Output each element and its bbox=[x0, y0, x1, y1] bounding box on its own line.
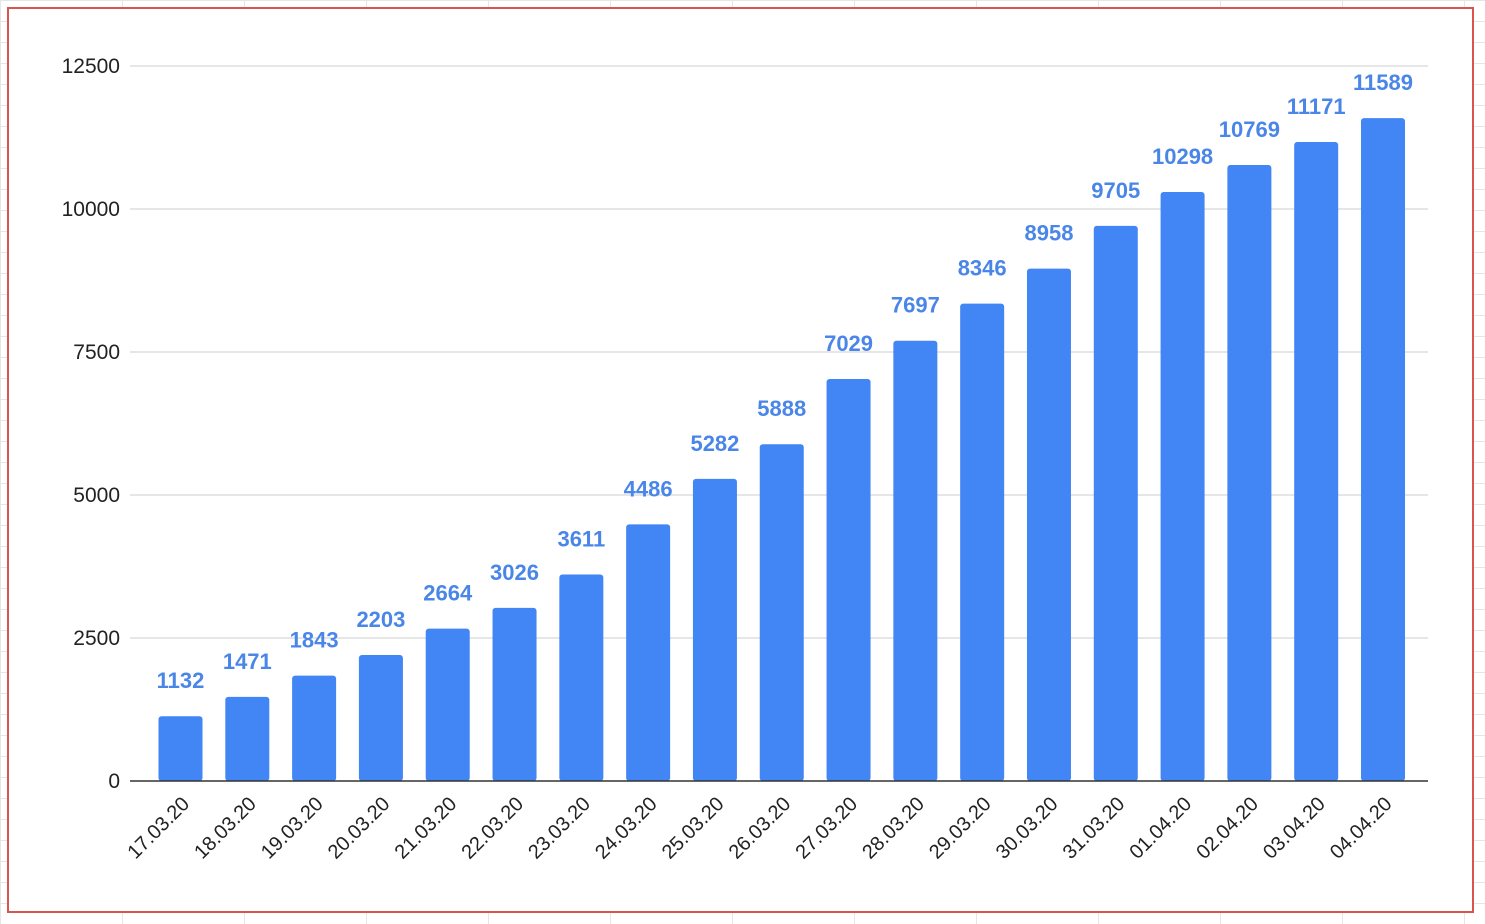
x-tick-label: 28.03.20 bbox=[858, 793, 929, 864]
bar bbox=[1026, 268, 1071, 781]
data-label: 1471 bbox=[223, 649, 272, 674]
bar bbox=[158, 716, 203, 781]
x-tick-label: 30.03.20 bbox=[992, 793, 1063, 864]
bar bbox=[358, 654, 403, 781]
y-tick-label: 2500 bbox=[73, 627, 120, 650]
x-tick-label: 26.03.20 bbox=[725, 793, 796, 864]
data-label: 3026 bbox=[490, 560, 539, 585]
data-label: 2664 bbox=[423, 581, 473, 606]
x-tick-label: 18.03.20 bbox=[190, 793, 261, 864]
y-axis-ticks: 0 2500 5000 7500 10000 12500 bbox=[62, 55, 120, 793]
bar bbox=[1093, 225, 1138, 781]
x-tick-label: 27.03.20 bbox=[791, 793, 862, 864]
x-tick-label: 23.03.20 bbox=[524, 793, 595, 864]
data-labels: 1132 1471 1843 2203 2664 3026 3611 4486 5282 5888… bbox=[157, 70, 1413, 693]
x-tick-label: 22.03.20 bbox=[457, 793, 528, 864]
x-tick-label: 25.03.20 bbox=[658, 793, 729, 864]
x-tick-label: 19.03.20 bbox=[257, 793, 328, 864]
y-tick-label: 5000 bbox=[73, 484, 120, 507]
bar bbox=[492, 607, 537, 781]
data-label: 7029 bbox=[824, 331, 873, 356]
data-label: 10298 bbox=[1152, 144, 1213, 169]
bar bbox=[893, 340, 938, 781]
data-label: 11589 bbox=[1353, 70, 1413, 95]
bar bbox=[292, 675, 337, 781]
x-tick-label: 21.03.20 bbox=[391, 793, 462, 864]
x-tick-label: 29.03.20 bbox=[925, 793, 996, 864]
data-label: 1132 bbox=[157, 668, 205, 693]
data-label: 5888 bbox=[757, 396, 806, 421]
data-label: 8346 bbox=[958, 256, 1007, 281]
data-label: 5282 bbox=[690, 431, 739, 456]
bar bbox=[1227, 165, 1272, 782]
y-tick-label: 12500 bbox=[62, 55, 120, 78]
data-label: 4486 bbox=[624, 476, 673, 501]
bars bbox=[158, 118, 1405, 782]
data-label: 8958 bbox=[1024, 221, 1073, 246]
x-tick-label: 17.03.20 bbox=[123, 793, 194, 864]
bar bbox=[425, 628, 470, 781]
bar bbox=[1361, 118, 1405, 782]
y-tick-label: 0 bbox=[108, 770, 120, 793]
bar bbox=[225, 696, 270, 781]
data-label: 9705 bbox=[1091, 178, 1140, 203]
bar bbox=[960, 303, 1005, 781]
bar bbox=[759, 444, 804, 781]
bar bbox=[626, 524, 671, 781]
bar bbox=[826, 378, 871, 781]
bar bbox=[692, 478, 737, 781]
y-tick-label: 10000 bbox=[62, 198, 120, 221]
data-label: 3611 bbox=[557, 526, 605, 551]
x-tick-label: 01.04.20 bbox=[1126, 793, 1197, 864]
data-label: 1843 bbox=[290, 628, 339, 653]
data-label: 10769 bbox=[1219, 117, 1280, 142]
data-label: 11171 bbox=[1287, 94, 1346, 119]
x-tick-label: 24.03.20 bbox=[591, 793, 662, 864]
bar bbox=[1294, 142, 1339, 781]
x-tick-label: 20.03.20 bbox=[324, 793, 395, 864]
x-tick-label: 02.04.20 bbox=[1192, 793, 1263, 864]
x-axis-ticks: 17.03.2018.03.2019.03.2020.03.2021.03.20… bbox=[123, 793, 1396, 864]
data-label: 2203 bbox=[356, 607, 405, 632]
x-tick-label: 03.04.20 bbox=[1259, 793, 1330, 864]
data-label: 7697 bbox=[891, 293, 940, 318]
bar bbox=[1160, 191, 1205, 781]
x-tick-label: 31.03.20 bbox=[1059, 793, 1130, 864]
y-tick-label: 7500 bbox=[73, 341, 120, 364]
bar bbox=[559, 574, 604, 781]
x-tick-label: 04.04.20 bbox=[1326, 793, 1397, 864]
